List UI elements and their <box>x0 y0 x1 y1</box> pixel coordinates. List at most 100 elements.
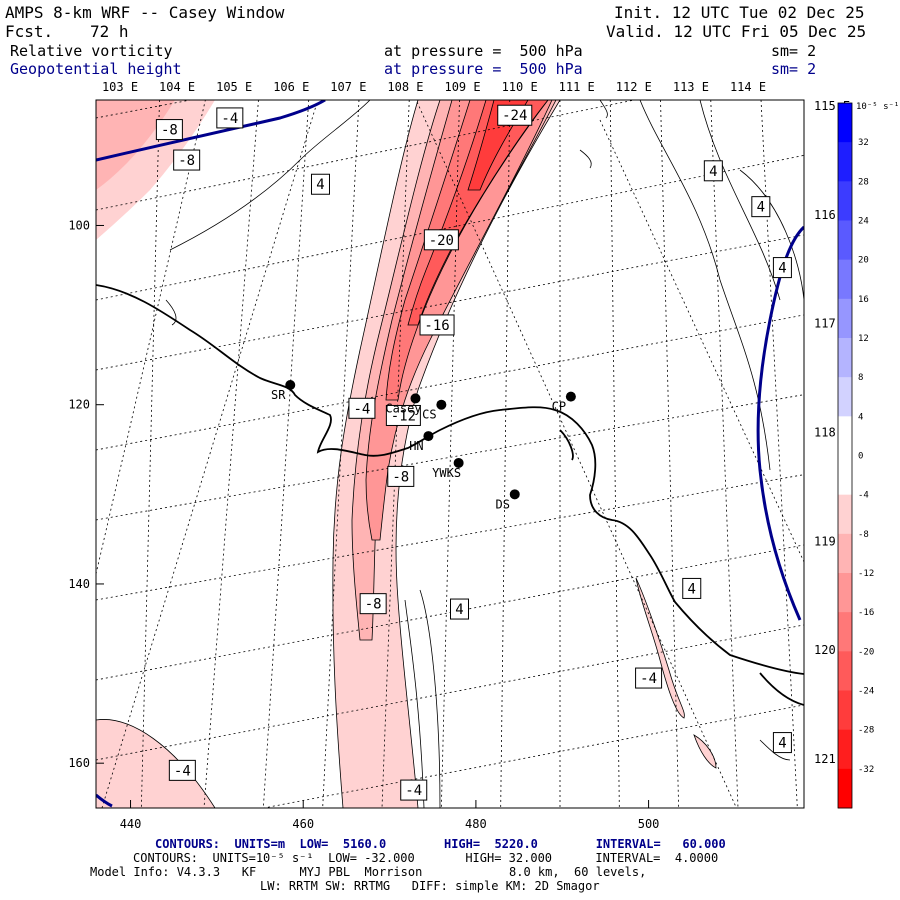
longitude-label-top: 108 E <box>387 80 423 94</box>
station-label: CS <box>422 408 436 422</box>
longitude-label-top: 111 E <box>559 80 595 94</box>
colorbar-unit: 10⁻⁵ s⁻¹ <box>856 102 899 112</box>
colorbar-segment <box>838 729 852 770</box>
y-tick-label: 100 <box>68 218 90 232</box>
longitude-label-top: 110 E <box>502 80 538 94</box>
contour-label: 4 <box>316 177 324 193</box>
y-tick-label: 140 <box>68 577 90 591</box>
colorbar-label: -16 <box>858 608 874 618</box>
field2-level: at pressure = 500 hPa <box>384 60 583 78</box>
colorbar-label: 28 <box>858 177 869 187</box>
contour-label-box <box>173 149 201 171</box>
contour-label: -24 <box>502 108 527 124</box>
colorbar-label: -24 <box>858 687 874 697</box>
field2-name: Geopotential height <box>10 60 182 78</box>
contour-label-box <box>385 404 421 426</box>
colorbar-segment <box>838 103 852 143</box>
colorbar-segment <box>838 494 852 535</box>
contour-label: 4 <box>778 261 786 277</box>
station-label: Casey <box>385 401 421 415</box>
longitude-label-top: 104 E <box>159 80 195 94</box>
contour-label: -12 <box>391 408 416 424</box>
colorbar-segment <box>838 533 852 574</box>
station-marker <box>423 431 434 442</box>
colorbar-segment <box>838 220 852 261</box>
contour-label-box <box>348 397 376 419</box>
x-tick-label: 440 <box>120 817 142 831</box>
contour-label: 4 <box>757 200 765 216</box>
colorbar-segment <box>838 142 852 182</box>
contour-label: 4 <box>688 581 696 597</box>
longitude-label-top: 112 E <box>616 80 652 94</box>
plot-frame <box>95 99 805 809</box>
chart-title: AMPS 8-km WRF -- Casey Window <box>5 3 285 22</box>
colorbar-segment <box>838 259 852 300</box>
station-label: DS <box>496 497 510 511</box>
y-tick-label: 160 <box>68 756 90 770</box>
height-contour-info: CONTOURS: UNITS=m LOW= 5160.0 HIGH= 5220… <box>155 837 726 851</box>
station-marker <box>436 399 447 410</box>
contour-label-box <box>703 160 723 182</box>
colorbar-label: 4 <box>858 412 863 422</box>
forecast-hour: 72 h <box>90 22 129 41</box>
contour-label: -4 <box>640 671 657 687</box>
contour-label: -8 <box>392 469 409 485</box>
contour-label: -8 <box>161 123 178 139</box>
station-marker <box>509 489 520 500</box>
contour-label: -20 <box>429 233 454 249</box>
colorbar-segment <box>838 690 852 731</box>
contour-label-box <box>419 314 455 336</box>
colorbar-label: -32 <box>858 765 874 775</box>
y-axis: 100 120 140 160 <box>68 218 104 770</box>
longitude-label-top: 103 E <box>102 80 138 94</box>
colorbar-segment <box>838 377 852 417</box>
station-label: YWKS <box>432 466 461 480</box>
contour-label: -8 <box>178 153 195 169</box>
colorbar-label: 0 <box>858 452 863 462</box>
colorbar-label: -12 <box>858 569 874 579</box>
contour-label-box <box>310 173 330 195</box>
model-info: Model Info: V4.3.3 KF MYJ PBL Morrison 8… <box>90 865 647 879</box>
contour-label-box <box>635 667 663 689</box>
colorbar-segment <box>838 612 852 652</box>
contour-label-box <box>155 119 183 141</box>
model-info-physics: LW: RRTM SW: RRTMG DIFF: simple KM: 2D S… <box>260 879 600 893</box>
field1-level: at pressure = 500 hPa <box>384 42 583 60</box>
field1-smoothing: sm= 2 <box>771 42 817 60</box>
colorbar-label: -8 <box>858 530 869 540</box>
colorbar-label: -4 <box>858 491 869 501</box>
colorbar-segment <box>838 651 852 691</box>
colorbar-label: -20 <box>858 647 874 657</box>
map-layers <box>96 100 804 808</box>
vorticity-fill-se <box>635 577 685 719</box>
colorbar-label: -28 <box>858 726 874 736</box>
colorbar-segment <box>838 338 852 378</box>
vorticity-contour-info: CONTOURS: UNITS=10⁻⁵ s⁻¹ LOW= -32.000 HI… <box>133 851 719 865</box>
longitude-labels-top: 103 E 104 E 105 E 106 E 107 E 108 E 109 E 110 E… <box>102 80 766 94</box>
contour-label-box <box>751 196 771 218</box>
vorticity-band-20 <box>407 100 549 326</box>
contour-label-box <box>216 107 244 129</box>
x-tick-label: 500 <box>638 817 660 831</box>
contour-label-box <box>497 104 533 126</box>
x-tick-label: 460 <box>292 817 314 831</box>
contour-label-box <box>449 598 469 620</box>
longitude-label-top: 114 E <box>730 80 766 94</box>
valid-time: Valid. 12 UTC Fri 05 Dec 25 <box>606 22 867 41</box>
vorticity-fill-sw <box>96 719 216 808</box>
station-label: CP <box>552 400 566 414</box>
colorbar-label: 20 <box>858 256 869 266</box>
contour-label: -16 <box>424 318 449 334</box>
contour-label: -4 <box>221 111 238 127</box>
contour-label: -8 <box>365 597 382 613</box>
station-label: HN <box>409 439 423 453</box>
contour-label-box <box>359 593 387 615</box>
contour-label-box <box>168 759 196 781</box>
colorbar-label: 8 <box>858 373 863 383</box>
contour-label-box <box>387 465 415 487</box>
y-tick-label: 120 <box>68 398 90 412</box>
field2-smoothing: sm= 2 <box>771 60 817 78</box>
vorticity-fill-se-small <box>693 734 717 769</box>
